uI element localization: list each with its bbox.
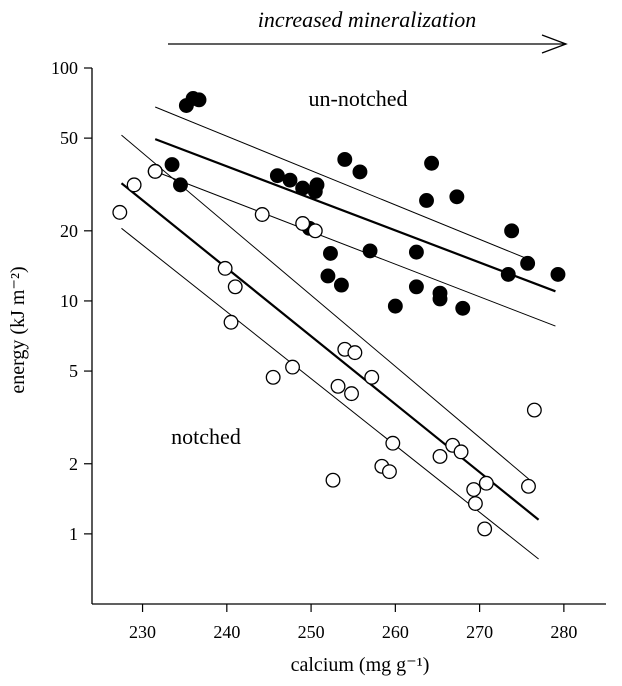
un-notched-point <box>269 168 285 184</box>
notched-point <box>295 216 311 231</box>
x-tick-label: 280 <box>550 622 577 642</box>
un-notched-point <box>550 266 566 282</box>
un-notched-point <box>173 177 188 193</box>
notched-point <box>381 464 397 480</box>
un-notched-point <box>333 277 349 293</box>
notched-point <box>467 496 483 511</box>
y-tick-label: 10 <box>60 291 78 311</box>
notched-point <box>126 177 142 193</box>
notched-point <box>526 402 542 418</box>
notched-point <box>265 369 281 385</box>
un-notched-ci-upper-line <box>155 106 531 261</box>
notched-point <box>344 386 359 402</box>
notched-regression-line <box>120 182 540 521</box>
un-notched-point <box>337 151 353 167</box>
un-notched-point <box>362 243 378 259</box>
un-notched-point <box>408 279 424 295</box>
annotation-un-notched: un-notched <box>309 86 408 111</box>
notched-point <box>477 521 493 537</box>
notched-point <box>254 207 270 222</box>
notched-point <box>227 279 243 295</box>
notched-point <box>385 435 401 451</box>
y-axis-title: energy (kJ m⁻²) <box>7 266 29 393</box>
x-tick-label: 230 <box>129 622 156 642</box>
un-notched-point <box>320 268 336 284</box>
x-tick-label: 270 <box>466 622 493 642</box>
un-notched-point <box>323 245 338 261</box>
x-axis-title: calcium (mg g⁻¹) <box>291 654 430 676</box>
un-notched-point <box>500 266 516 282</box>
un-notched-point <box>352 164 368 180</box>
axis-ticks: 230 240 250 260 270 280 1 2 5 10 20 50 100 <box>51 58 577 642</box>
notched-point <box>432 448 448 464</box>
un-notched-point <box>424 155 440 171</box>
y-tick-label: 1 <box>69 524 78 544</box>
notched-point <box>521 478 536 494</box>
y-tick-label: 50 <box>60 128 78 148</box>
un-notched-point <box>455 300 471 316</box>
un-notched-point <box>295 180 311 196</box>
un-notched-point <box>419 193 434 208</box>
notched-point <box>347 345 363 361</box>
notched-point <box>453 444 469 460</box>
un-notched-point <box>504 223 520 239</box>
notched-point <box>330 378 346 394</box>
un-notched-point <box>164 157 180 173</box>
notched-point <box>217 260 233 276</box>
y-tick-label: 20 <box>60 221 78 241</box>
un-notched-point <box>191 92 207 108</box>
un-notched-point <box>408 244 424 260</box>
notched-point <box>147 163 163 179</box>
notched-point <box>325 472 341 488</box>
un-notched-point <box>387 298 403 314</box>
data-points <box>112 91 566 537</box>
x-tick-label: 260 <box>382 622 409 642</box>
un-notched-point <box>520 255 536 271</box>
notched-point <box>364 369 380 385</box>
regression-lines <box>120 106 556 560</box>
x-tick-label: 240 <box>213 622 240 642</box>
notched-point <box>466 482 482 497</box>
un-notched-point <box>449 189 465 205</box>
annotation-increased-mineralization: increased mineralization <box>258 7 477 32</box>
notched-point <box>307 223 323 239</box>
plot-frame <box>91 68 606 605</box>
notched-point <box>478 475 494 491</box>
y-tick-label: 100 <box>51 58 78 78</box>
un-notched-point <box>432 285 448 301</box>
notched-ci-upper-line <box>121 134 531 481</box>
notched-point <box>223 314 239 330</box>
y-tick-label: 5 <box>69 361 78 381</box>
un-notched-point <box>309 177 325 193</box>
un-notched-point <box>282 172 298 188</box>
un-notched-regression-line <box>154 138 556 293</box>
annotation-notched: notched <box>171 424 241 449</box>
notched-point <box>112 204 128 220</box>
mineralization-arrow-icon <box>168 34 568 54</box>
y-tick-label: 2 <box>69 454 78 474</box>
un-notched-ci-lower-line <box>155 170 556 327</box>
x-tick-label: 250 <box>298 622 325 642</box>
notched-point <box>285 359 300 375</box>
